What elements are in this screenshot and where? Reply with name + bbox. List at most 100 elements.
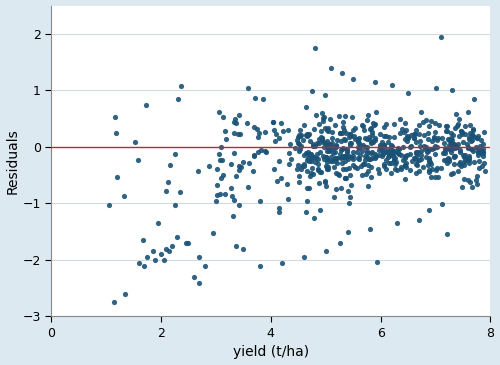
Point xyxy=(154,220,162,226)
Point xyxy=(288,156,296,162)
Point xyxy=(478,149,486,155)
Point xyxy=(218,175,226,181)
Point xyxy=(318,110,326,116)
Point xyxy=(314,167,322,173)
Point xyxy=(388,150,396,156)
Point xyxy=(345,153,353,159)
Point xyxy=(349,156,357,162)
Point xyxy=(310,143,318,149)
Point xyxy=(304,131,312,137)
Point xyxy=(346,194,354,200)
Point xyxy=(434,135,442,141)
Point xyxy=(463,141,471,147)
Point xyxy=(452,123,460,129)
Point xyxy=(323,144,331,150)
Point xyxy=(424,146,432,151)
Point xyxy=(345,165,353,171)
Point xyxy=(340,136,347,142)
Point xyxy=(394,145,402,150)
Point xyxy=(230,119,238,125)
Point xyxy=(270,127,278,133)
Point xyxy=(461,123,469,129)
Point xyxy=(256,263,264,269)
Point xyxy=(322,249,330,254)
Point xyxy=(396,116,404,122)
Point xyxy=(213,192,221,198)
Point xyxy=(350,133,358,139)
Point xyxy=(232,173,240,178)
Point xyxy=(447,149,455,155)
Point xyxy=(314,166,322,172)
Point xyxy=(474,135,482,141)
Point xyxy=(434,174,442,180)
Point xyxy=(304,132,312,138)
Point xyxy=(455,161,463,166)
Point xyxy=(324,156,332,162)
Point xyxy=(235,168,243,173)
Point xyxy=(402,136,409,142)
Point xyxy=(442,128,450,134)
Point xyxy=(356,152,364,158)
Point xyxy=(134,157,141,163)
Point xyxy=(474,146,482,152)
Point xyxy=(402,160,410,166)
Point xyxy=(451,145,459,151)
Point xyxy=(392,167,400,173)
Point xyxy=(412,170,420,176)
Point xyxy=(182,240,190,246)
Point xyxy=(300,122,308,128)
Point xyxy=(294,134,302,140)
Point xyxy=(366,126,374,132)
Point xyxy=(329,146,337,152)
Point xyxy=(468,138,475,144)
Point xyxy=(355,156,363,162)
Point xyxy=(468,146,476,152)
Point xyxy=(380,142,388,147)
Point xyxy=(442,157,450,163)
Point xyxy=(341,175,349,181)
Point xyxy=(306,151,314,157)
Point xyxy=(425,169,433,175)
Point xyxy=(390,157,398,163)
Point xyxy=(215,110,223,115)
Point xyxy=(355,135,363,141)
Point xyxy=(445,146,453,151)
Point xyxy=(420,119,428,125)
Point xyxy=(358,143,366,149)
Point xyxy=(394,150,402,156)
Point xyxy=(480,150,488,156)
Point xyxy=(318,137,326,143)
Point xyxy=(235,164,243,169)
Point xyxy=(424,162,432,168)
Point xyxy=(322,138,330,144)
Point xyxy=(368,149,376,155)
Point xyxy=(368,155,376,161)
Point xyxy=(162,188,170,194)
Point xyxy=(376,152,384,158)
Point xyxy=(310,45,318,51)
Point xyxy=(458,129,466,135)
Point xyxy=(316,149,324,155)
Point xyxy=(249,168,257,174)
Point xyxy=(456,147,464,153)
Point xyxy=(456,159,464,165)
Point xyxy=(407,132,415,138)
Point xyxy=(302,132,310,138)
Point xyxy=(325,148,333,154)
Point xyxy=(428,146,436,152)
Point xyxy=(354,145,362,151)
Point xyxy=(320,157,328,162)
Point xyxy=(384,154,392,160)
Point xyxy=(341,113,349,119)
Point xyxy=(296,179,304,185)
Point xyxy=(332,155,340,161)
Point xyxy=(425,167,433,173)
Point xyxy=(420,146,428,152)
Point xyxy=(367,174,375,180)
Point xyxy=(337,155,345,161)
Point xyxy=(479,141,487,147)
Point xyxy=(448,132,456,138)
Point xyxy=(240,246,248,251)
Point xyxy=(219,172,227,177)
Point xyxy=(426,158,434,164)
